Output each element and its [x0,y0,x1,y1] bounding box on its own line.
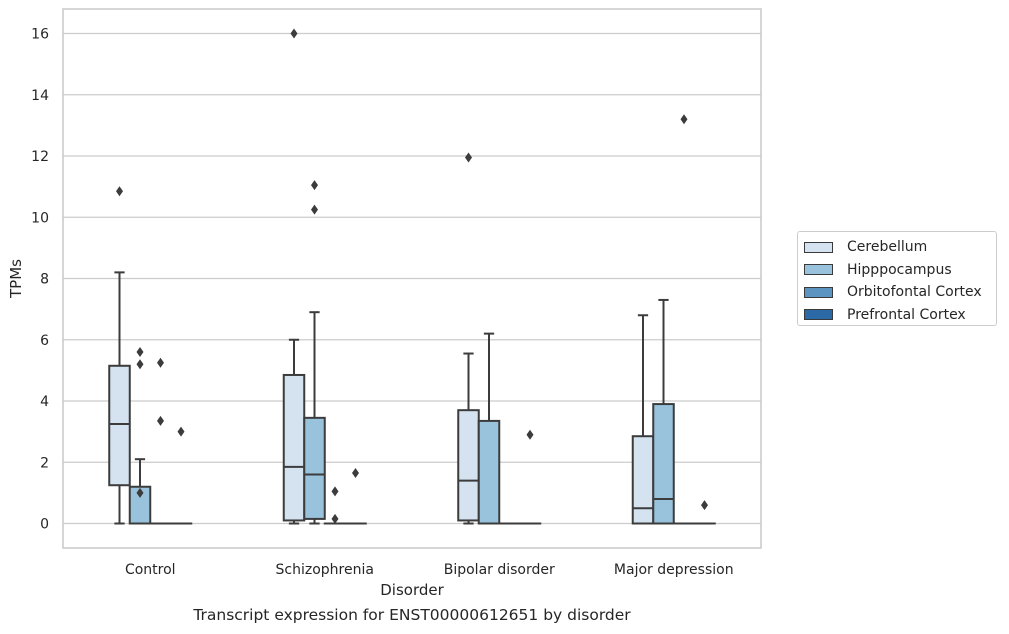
outlier-point [157,415,164,426]
legend-item-hippocampus: Hipppocampus [804,259,996,282]
box-0-1 [282,28,306,525]
box-1-0 [128,347,152,525]
grid-lines [63,32,761,525]
outlier-point [465,152,472,163]
box-iqr [457,409,480,522]
legend-item-orbitofrontal-cortex: Orbitofontal Cortex [804,281,996,304]
box-1-2 [477,332,501,525]
y-tick-label: 6 [40,333,49,349]
y-tick-label: 16 [31,27,49,43]
box-iqr [303,416,326,520]
outlier-point [680,114,688,125]
y-tick-label: 0 [40,517,49,533]
box-3-1 [344,467,367,525]
legend-swatch [804,286,833,298]
box-1-3 [652,298,675,525]
outlier-point [136,359,144,370]
outlier-point [177,426,185,437]
outlier-point [352,467,359,478]
legend-swatch [804,241,833,253]
plot-frame [62,8,762,549]
x-tick-label: Control [125,562,176,578]
x-axis-label: Disorder [380,581,444,599]
outlier-point [311,204,318,215]
box-0-0 [108,186,131,525]
legend-label: Orbitofontal Cortex [847,284,982,301]
outlier-point [311,180,318,191]
x-tick-labels: Control Schizophrenia Bipolar disorder Majo… [125,562,734,578]
box-iqr [282,373,306,522]
box-0-3 [631,314,655,525]
box-1-1 [303,180,326,525]
box-iqr [477,419,501,525]
y-tick-labels: 0 2 4 6 8 10 12 14 16 [31,27,49,533]
box-iqr [652,403,675,525]
y-tick-label: 8 [40,272,49,288]
outlier-point [331,486,339,497]
legend-swatch [804,309,833,321]
outlier-point [157,357,164,368]
y-tick-label: 14 [31,88,49,104]
legend-label: Cerebellum [847,239,928,256]
outlier-point [701,500,708,511]
outlier-point [331,513,339,524]
legend-swatch [804,264,833,276]
y-axis-label: TPMs [7,259,25,299]
outlier-point [136,487,144,498]
legend-label: Prefrontal Cortex [847,306,966,323]
y-tick-label: 4 [40,394,49,410]
y-tick-label: 12 [31,149,49,165]
legend-item-cerebellum: Cerebellum [804,236,996,259]
x-tick-label: Major depression [614,562,734,578]
box-3-2 [518,429,542,525]
box-0-2 [457,152,480,525]
x-tick-label: Bipolar disorder [444,562,555,578]
outlier-point [136,347,144,357]
box-iqr [108,364,131,487]
legend: Cerebellum Hipppocampus Orbitofontal Cor… [797,231,997,326]
x-tick-label: Schizophrenia [276,562,374,578]
box-3-3 [693,500,716,525]
outlier-point [290,28,298,39]
box-3-0 [169,426,193,525]
box-2-0 [149,357,172,525]
outlier-point [526,429,534,440]
chart-title: Transcript expression for ENST0000061265… [193,606,631,624]
legend-item-prefrontal-cortex: Prefrontal Cortex [804,304,996,327]
box-iqr [631,435,655,525]
box-2-3 [672,114,696,525]
y-tick-label: 10 [31,210,49,226]
box-series [108,28,716,525]
legend-label: Hipppocampus [847,261,952,278]
box-2-1 [323,486,347,525]
y-tick-label: 2 [40,455,49,471]
outlier-point [116,186,123,197]
